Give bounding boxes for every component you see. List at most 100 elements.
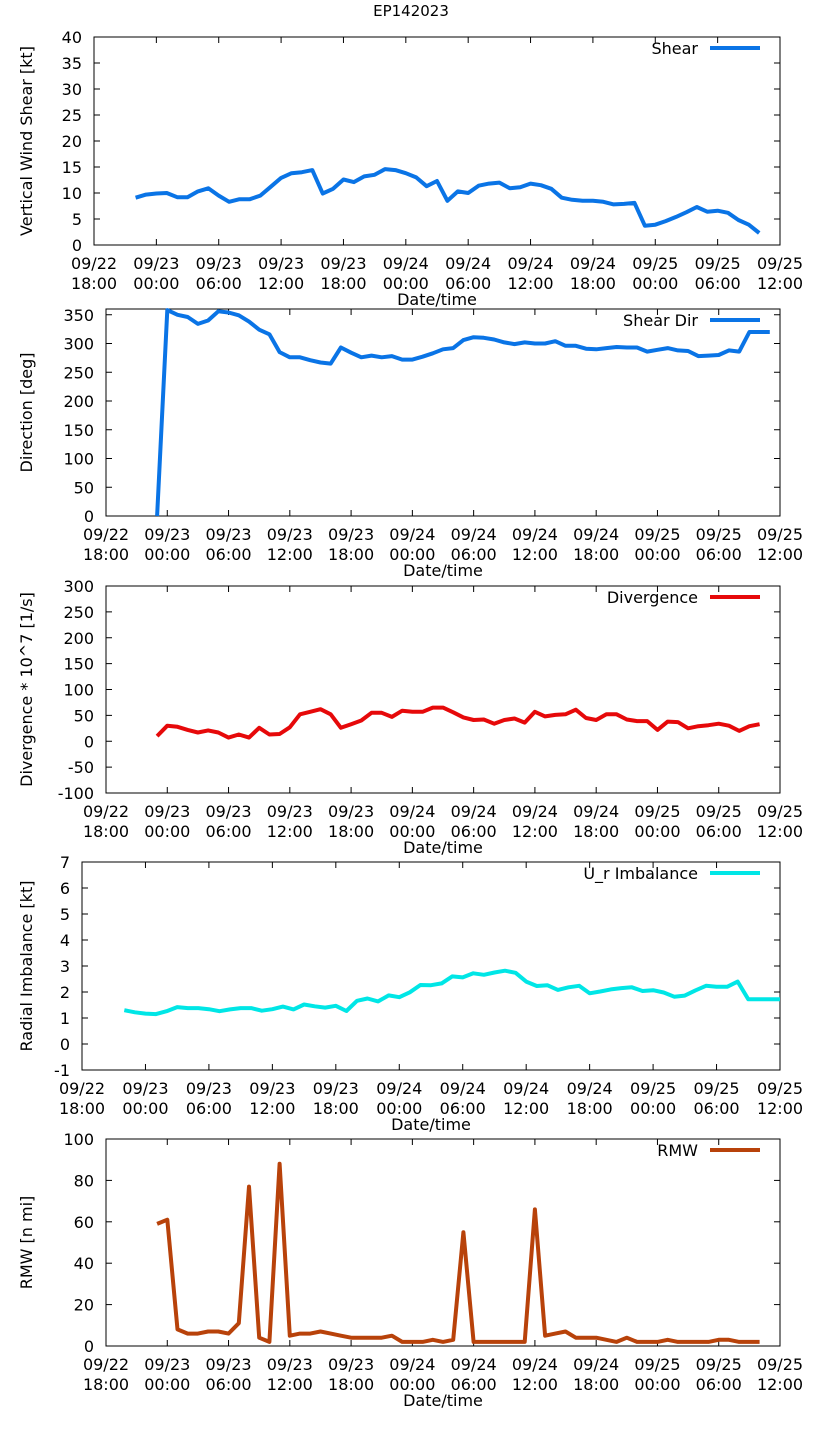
- x-tick-label-time: 00:00: [144, 1375, 190, 1394]
- x-tick-label-time: 00:00: [389, 1375, 435, 1394]
- x-tick-label-time: 18:00: [320, 274, 366, 293]
- x-tick-label-date: 09/24: [376, 1079, 422, 1098]
- y-tick-label: 1: [60, 1009, 70, 1028]
- chart-panel-3: -100-5005010015020025030009/2218:0009/23…: [17, 577, 803, 857]
- y-tick-label: 300: [63, 335, 94, 354]
- y-tick-label: 15: [62, 158, 82, 177]
- series-line-shear-dir: [155, 308, 770, 517]
- x-tick-label-date: 09/23: [328, 802, 374, 821]
- x-tick-label-time: 12:00: [757, 545, 803, 564]
- legend-label: Shear: [651, 39, 698, 58]
- x-tick-label-date: 09/24: [512, 802, 558, 821]
- y-tick-label: 300: [63, 577, 94, 596]
- x-tick-label-date: 09/24: [573, 802, 619, 821]
- y-tick-label: 250: [63, 603, 94, 622]
- y-tick-label: 20: [62, 132, 82, 151]
- x-tick-label-date: 09/24: [503, 1079, 549, 1098]
- y-tick-label: 150: [63, 421, 94, 440]
- y-tick-label: 4: [60, 931, 70, 950]
- x-tick-label-time: 06:00: [205, 1375, 251, 1394]
- x-tick-label-time: 00:00: [122, 1099, 168, 1118]
- x-tick-label-time: 12:00: [503, 1099, 549, 1118]
- x-tick-label-time: 18:00: [328, 545, 374, 564]
- x-tick-label-time: 00:00: [634, 545, 680, 564]
- x-tick-label-date: 09/24: [567, 1079, 613, 1098]
- x-tick-label-time: 00:00: [634, 1375, 680, 1394]
- chart-panel-4: -10123456709/2218:0009/2300:0009/2306:00…: [17, 853, 803, 1134]
- x-tick-label-time: 06:00: [196, 274, 242, 293]
- y-tick-label: 3: [60, 957, 70, 976]
- x-tick-label-time: 06:00: [445, 274, 491, 293]
- x-tick-label-date: 09/24: [451, 525, 497, 544]
- x-tick-label-date: 09/23: [144, 802, 190, 821]
- x-tick-label-date: 09/24: [512, 525, 558, 544]
- y-tick-label: -100: [58, 784, 94, 803]
- x-tick-label-date: 09/23: [133, 254, 179, 273]
- x-tick-label-date: 09/25: [696, 525, 742, 544]
- x-tick-label-date: 09/23: [328, 525, 374, 544]
- y-tick-label: 25: [62, 106, 82, 125]
- x-tick-label-time: 18:00: [573, 545, 619, 564]
- x-tick-label-date: 09/25: [757, 525, 803, 544]
- x-tick-label-date: 09/24: [389, 802, 435, 821]
- x-tick-label-time: 06:00: [696, 1375, 742, 1394]
- x-tick-label-date: 09/23: [313, 1079, 359, 1098]
- figure-title: EP142023: [373, 2, 449, 20]
- x-tick-label-time: 00:00: [389, 545, 435, 564]
- x-tick-label-date: 09/25: [757, 1355, 803, 1374]
- y-tick-label: 80: [74, 1171, 94, 1190]
- x-tick-label-time: 18:00: [59, 1099, 105, 1118]
- x-tick-label-date: 09/23: [144, 1355, 190, 1374]
- x-tick-label-date: 09/23: [205, 525, 251, 544]
- series-line-divergence: [155, 705, 760, 740]
- chart-panel-1: 051015202530354009/2218:0009/2300:0009/2…: [17, 28, 803, 309]
- x-axis-label: Date/time: [403, 561, 483, 580]
- x-tick-label-date: 09/23: [258, 254, 304, 273]
- x-tick-label-date: 09/25: [757, 1079, 803, 1098]
- x-tick-label-date: 09/24: [451, 1355, 497, 1374]
- x-tick-label-date: 09/25: [634, 802, 680, 821]
- x-tick-label-time: 00:00: [144, 545, 190, 564]
- y-tick-label: 50: [74, 478, 94, 497]
- y-axis-label: Direction [deg]: [17, 352, 36, 472]
- x-tick-label-date: 09/23: [186, 1079, 232, 1098]
- x-tick-label-date: 09/23: [144, 525, 190, 544]
- legend-label: U_r Imbalance: [583, 864, 698, 884]
- x-tick-label-time: 18:00: [328, 1375, 374, 1394]
- y-tick-label: 100: [63, 681, 94, 700]
- x-tick-label-time: 18:00: [573, 822, 619, 841]
- y-axis-label: RMW [n mi]: [17, 1196, 36, 1290]
- x-tick-label-date: 09/24: [512, 1355, 558, 1374]
- x-tick-label-date: 09/25: [696, 802, 742, 821]
- plot-frame: [105, 585, 781, 794]
- x-tick-label-time: 00:00: [630, 1099, 676, 1118]
- y-axis-label: Radial Imbalance [kt]: [17, 881, 36, 1052]
- x-tick-label-date: 09/24: [451, 802, 497, 821]
- legend-label: RMW: [657, 1141, 698, 1160]
- legend-label: Divergence: [607, 588, 698, 607]
- plot-frame: [81, 861, 781, 1071]
- x-tick-label-time: 12:00: [267, 822, 313, 841]
- y-tick-label: 30: [62, 80, 82, 99]
- x-tick-label-time: 12:00: [267, 1375, 313, 1394]
- chart-panel-5: 02040608010009/2218:0009/2300:0009/2306:…: [17, 1130, 803, 1410]
- x-tick-label-date: 09/25: [695, 254, 741, 273]
- x-tick-label-date: 09/25: [757, 802, 803, 821]
- series-line-u-r-imbalance: [123, 968, 780, 1017]
- y-axis-label: Divergence * 10^7 [1/s]: [17, 592, 36, 787]
- x-tick-label-date: 09/25: [757, 254, 803, 273]
- x-tick-label-time: 06:00: [451, 822, 497, 841]
- x-tick-label-date: 09/25: [632, 254, 678, 273]
- x-tick-label-time: 12:00: [757, 1099, 803, 1118]
- x-tick-label-date: 09/22: [83, 525, 129, 544]
- plot-frame: [93, 36, 781, 246]
- x-tick-label-date: 09/24: [389, 1355, 435, 1374]
- y-tick-label: 250: [63, 363, 94, 382]
- y-tick-label: 6: [60, 879, 70, 898]
- x-tick-label-time: 06:00: [440, 1099, 486, 1118]
- x-tick-label-date: 09/25: [693, 1079, 739, 1098]
- y-tick-label: 5: [72, 210, 82, 229]
- x-tick-label-time: 18:00: [570, 274, 616, 293]
- x-tick-label-time: 00:00: [383, 274, 429, 293]
- x-tick-label-date: 09/22: [71, 254, 117, 273]
